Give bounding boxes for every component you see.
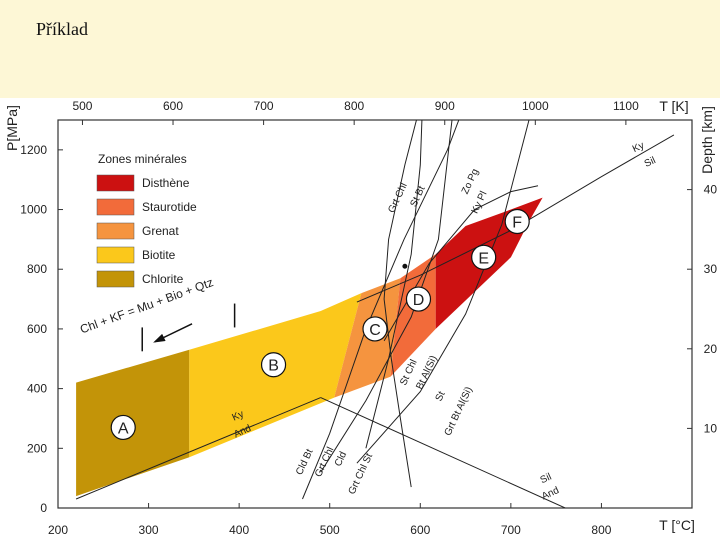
- title-banner: [0, 0, 720, 98]
- curve-2: [75, 397, 321, 500]
- x-top-tick-label: 700: [254, 99, 274, 113]
- x-tick-label: 800: [591, 523, 611, 537]
- zone-label-b: B: [268, 358, 279, 375]
- legend-swatch-4: [96, 246, 135, 264]
- curve-label-13: Cld Bt: [294, 447, 316, 477]
- curve-3: [320, 397, 566, 508]
- curve-5: [383, 120, 417, 488]
- legend-swatch-5: [96, 270, 135, 288]
- x-top-tick-label: 500: [72, 99, 92, 113]
- curve-label-10: Grt Bt Al(Si): [443, 385, 475, 437]
- x-axis-label: T [°C]: [659, 517, 695, 533]
- curve-7: [320, 120, 453, 473]
- curve-label-8: Bt Al(Si): [414, 354, 439, 391]
- curve-label-15: Cld: [333, 450, 349, 468]
- zone-label-circle-b: [260, 352, 287, 378]
- y-right-tick-label: 10: [704, 421, 718, 435]
- zone-label-circle-d: [405, 286, 432, 312]
- curve-label-1: Grt Chl: [386, 181, 409, 214]
- curve-6: [365, 120, 423, 449]
- slide-title: Příklad: [36, 19, 88, 39]
- x-top-axis-label: T [K]: [659, 98, 688, 114]
- x-top-tick-label: 1100: [613, 99, 639, 113]
- y-right-tick-label: 40: [704, 183, 718, 197]
- x-top-tick-label: 800: [344, 99, 364, 113]
- legend-swatch-1: [96, 174, 135, 192]
- y-right-axis-label: Depth [km]: [699, 106, 715, 174]
- curve-label-6: Sil: [643, 155, 658, 170]
- zone-label-a: A: [118, 420, 129, 437]
- zone-label-circle-e: [471, 244, 497, 270]
- zone-label-circle-c: [362, 316, 388, 342]
- y-tick-label: 600: [27, 322, 47, 336]
- legend-label-4: Biotite: [142, 248, 176, 262]
- curve-label-17: Sil: [539, 472, 554, 487]
- x-top-tick-label: 1000: [522, 99, 549, 113]
- curve-label-4: Ky Pl: [470, 190, 490, 216]
- y-tick-label: 1200: [20, 143, 47, 157]
- zone-d: [390, 254, 436, 377]
- zone-label-f: F: [512, 214, 522, 231]
- legend-label-1: Disthène: [142, 176, 190, 190]
- legend-label-5: Chlorite: [142, 272, 184, 286]
- legend-label-3: Grenat: [142, 224, 179, 238]
- x-tick-label: 200: [48, 523, 68, 537]
- y-tick-label: 1000: [20, 203, 47, 217]
- x-tick-label: 600: [410, 523, 430, 537]
- plot-frame: [57, 119, 693, 509]
- triple-point-dot: [402, 263, 408, 269]
- curve-8: [356, 120, 530, 464]
- y-axis-label: P[MPa]: [4, 105, 20, 151]
- zone-label-d: D: [413, 292, 425, 309]
- y-tick-label: 0: [40, 501, 47, 515]
- legend-swatch-2: [96, 198, 135, 216]
- curve-label-5: Ky: [631, 140, 646, 155]
- x-tick-label: 500: [320, 523, 340, 537]
- x-tick-label: 300: [139, 523, 159, 537]
- curve-label-9: St: [434, 390, 448, 403]
- zone-label-e: E: [478, 250, 489, 267]
- legend-title: Zones minérales: [98, 152, 187, 166]
- x-top-tick-label: 900: [435, 99, 455, 113]
- y-tick-label: 400: [27, 382, 47, 396]
- zone-label-circle-f: [504, 208, 530, 235]
- x-tick-label: 400: [229, 523, 249, 537]
- y-right-tick-label: 20: [704, 342, 718, 356]
- x-top-tick-label: 600: [163, 99, 183, 113]
- legend-swatch-3: [96, 222, 135, 240]
- reaction-arrow: [153, 323, 193, 343]
- zone-label-circle-a: [110, 414, 136, 441]
- x-tick-label: 700: [501, 523, 521, 537]
- curve-label-11: Ky: [230, 409, 245, 424]
- curve-label-18: And: [540, 485, 561, 502]
- y-right-tick-label: 30: [704, 262, 718, 276]
- y-tick-label: 800: [27, 262, 47, 276]
- legend-label-2: Staurotide: [142, 200, 197, 214]
- y-tick-label: 200: [27, 441, 47, 455]
- zone-label-c: C: [369, 322, 381, 339]
